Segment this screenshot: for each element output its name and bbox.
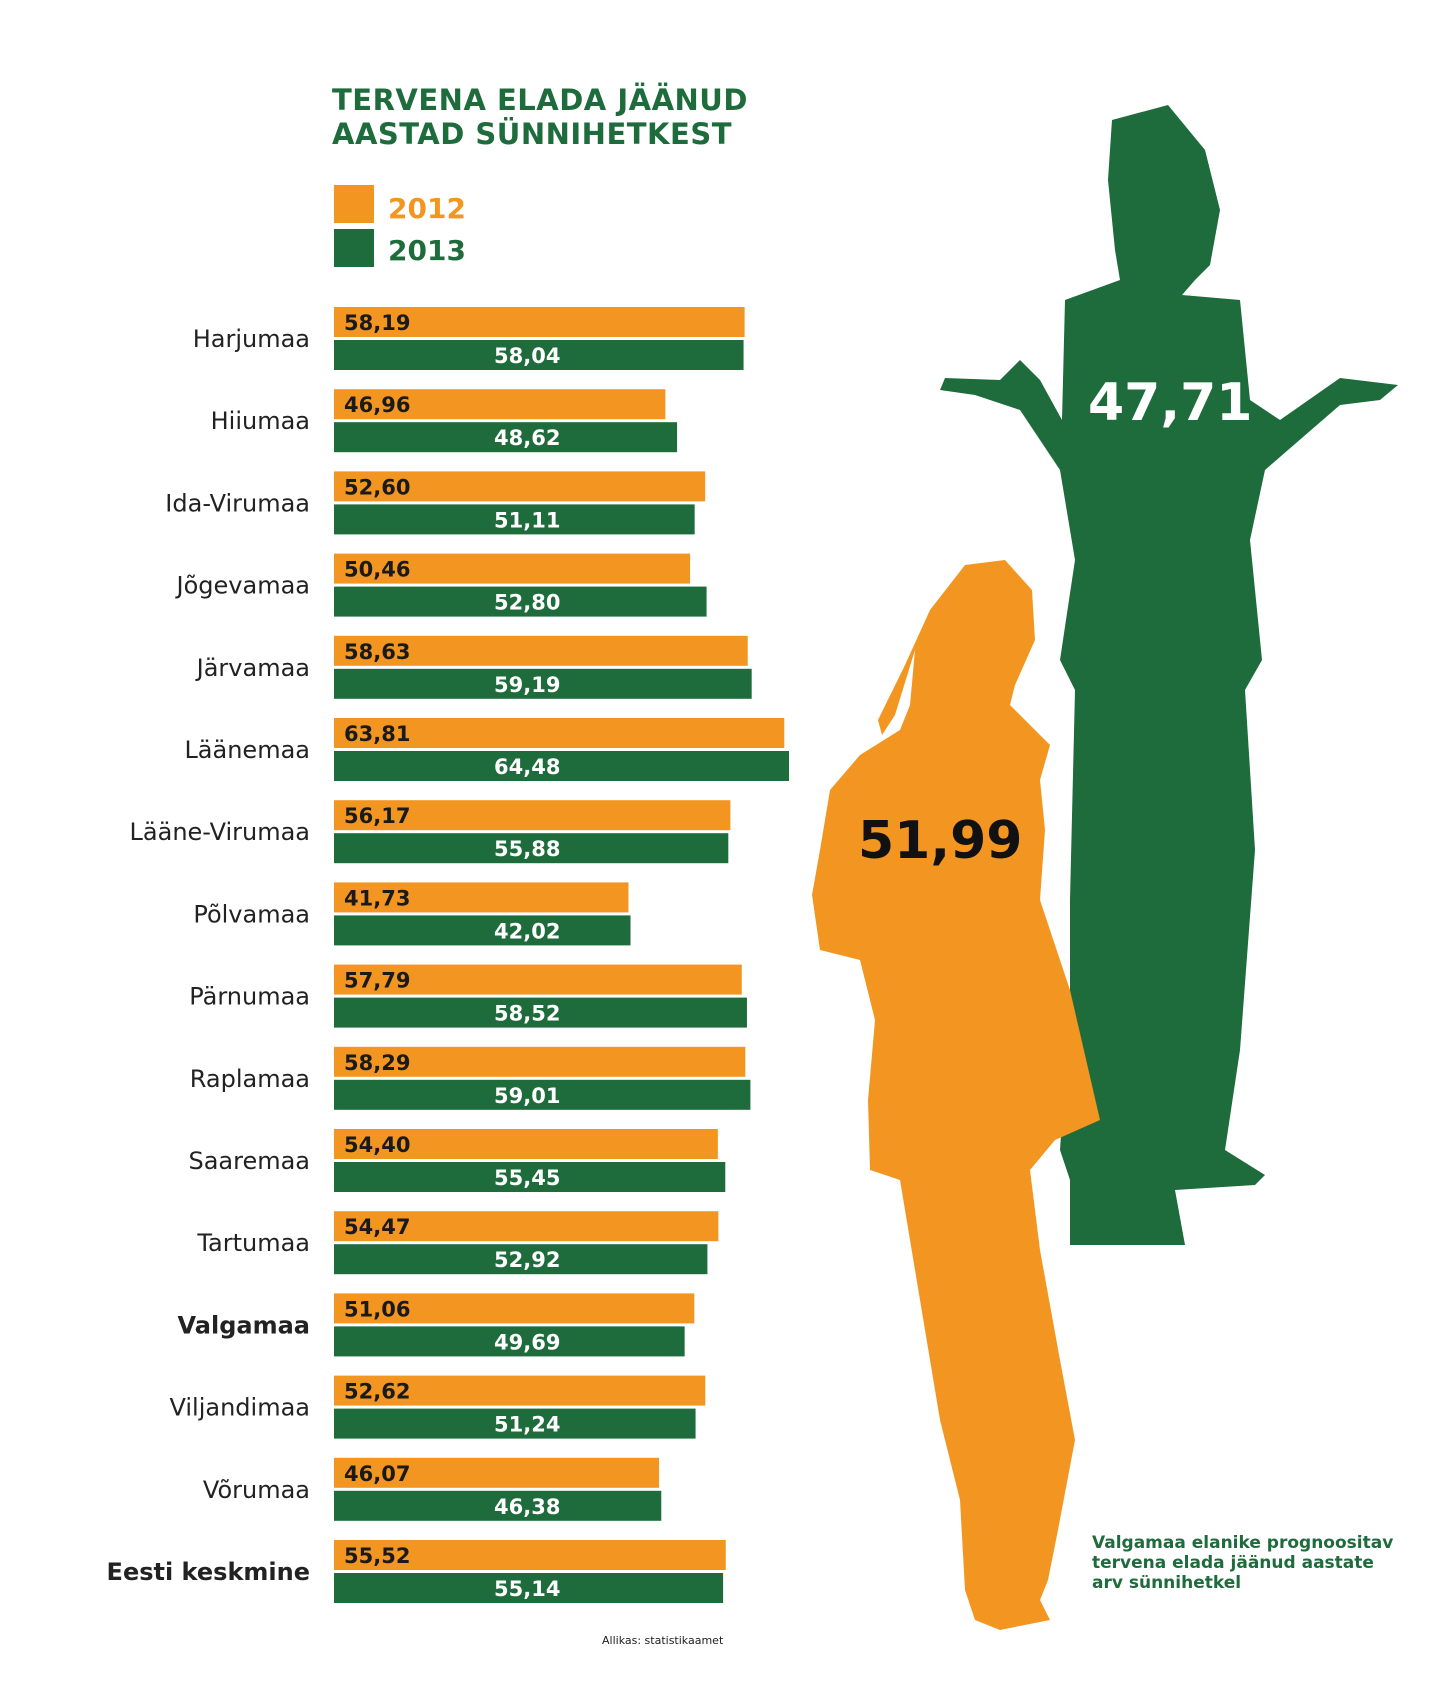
- chart-title-line-2: AASTAD SÜNNIHETKEST: [332, 117, 732, 151]
- bar-2013-lääne-virumaa: [334, 833, 729, 864]
- bar-2013-läänemaa: [334, 751, 789, 781]
- bar-2012-saaremaa: [334, 1129, 718, 1159]
- value-label-2013-tartumaa: 52,92: [494, 1248, 560, 1272]
- value-label-2013-võrumaa: 46,38: [494, 1495, 560, 1519]
- bar-2013-valgamaa: [334, 1326, 685, 1357]
- legend-swatch-2012: [334, 185, 374, 223]
- value-label-2013-hiiumaa: 48,62: [494, 426, 560, 450]
- bar-2013-põlvamaa: [334, 915, 631, 946]
- male-silhouette-figure: [940, 105, 1398, 1245]
- bar-2013-tartumaa: [334, 1244, 708, 1275]
- value-label-2012-võrumaa: 46,07: [344, 1462, 410, 1486]
- bar-2013-eesti-keskmine: [334, 1573, 724, 1603]
- category-label-ida-virumaa: Ida-Virumaa: [165, 489, 310, 517]
- value-label-2012-viljandimaa: 52,62: [344, 1380, 410, 1404]
- value-label-2013-pärnumaa: 58,52: [494, 1002, 560, 1026]
- value-label-2013-lääne-virumaa: 55,88: [494, 837, 560, 861]
- bar-2012-raplamaa: [334, 1046, 746, 1077]
- legend-swatch-2013: [334, 229, 374, 267]
- category-label-eesti-keskmine: Eesti keskmine: [107, 1558, 310, 1586]
- value-label-2013-viljandimaa: 51,24: [494, 1413, 560, 1437]
- bar-2013-järvamaa: [334, 668, 752, 699]
- bar-2013-raplamaa: [334, 1079, 751, 1110]
- value-label-2013-jõgevamaa: 52,80: [494, 591, 560, 615]
- value-label-2012-läänemaa: 63,81: [344, 722, 410, 746]
- bar-2012-harjumaa: [334, 307, 745, 337]
- note-line-1: Valgamaa elanike prognoositav: [1092, 1533, 1393, 1553]
- bar-2013-pärnumaa: [334, 997, 747, 1028]
- bar-2012-pärnumaa: [334, 964, 742, 995]
- category-label-valgamaa: Valgamaa: [178, 1311, 310, 1339]
- value-label-2012-eesti-keskmine: 55,52: [344, 1544, 410, 1568]
- value-label-2013-ida-virumaa: 51,11: [494, 508, 560, 532]
- legend: 2012 2013: [334, 185, 466, 267]
- bar-2013-harjumaa: [334, 340, 744, 370]
- bar-2013-võrumaa: [334, 1490, 662, 1521]
- source-credit: Allikas: statistikaamet: [602, 1634, 724, 1647]
- value-label-2013-eesti-keskmine: 55,14: [494, 1577, 560, 1601]
- male-figure-value: 47,71: [1088, 373, 1252, 433]
- value-label-2012-jõgevamaa: 50,46: [344, 558, 410, 582]
- value-label-2012-põlvamaa: 41,73: [344, 886, 410, 910]
- value-label-2012-harjumaa: 58,19: [344, 311, 410, 335]
- value-label-2013-valgamaa: 49,69: [494, 1330, 560, 1354]
- value-label-2013-järvamaa: 59,19: [494, 673, 560, 697]
- category-label-lääne-virumaa: Lääne-Virumaa: [130, 818, 310, 846]
- category-label-läänemaa: Läänemaa: [184, 736, 310, 764]
- bar-chart-plot: Harjumaa 58,19 58,04 Hiiumaa 46,96 48,62 Ida-V…: [107, 307, 789, 1603]
- bar-2012-jõgevamaa: [334, 553, 691, 584]
- value-label-2013-harjumaa: 58,04: [494, 344, 560, 368]
- category-label-pärnumaa: Pärnumaa: [189, 983, 310, 1011]
- value-label-2013-põlvamaa: 42,02: [494, 919, 560, 943]
- category-label-hiiumaa: Hiiumaa: [211, 407, 310, 435]
- category-label-jõgevamaa: Jõgevamaa: [175, 572, 310, 600]
- female-figure-value: 51,99: [858, 811, 1022, 871]
- category-label-raplamaa: Raplamaa: [190, 1065, 310, 1093]
- female-silhouette-figure: [812, 560, 1100, 1630]
- value-label-2012-lääne-virumaa: 56,17: [344, 804, 410, 828]
- bar-2013-saaremaa: [334, 1162, 726, 1192]
- value-label-2012-valgamaa: 51,06: [344, 1297, 410, 1321]
- value-label-2012-raplamaa: 58,29: [344, 1051, 410, 1075]
- bar-2013-ida-virumaa: [334, 504, 695, 535]
- category-label-tartumaa: Tartumaa: [196, 1229, 310, 1257]
- legend-label-2012: 2012: [388, 192, 466, 225]
- legend-label-2013: 2013: [388, 234, 466, 267]
- bar-2013-jõgevamaa: [334, 586, 707, 617]
- value-label-2012-ida-virumaa: 52,60: [344, 475, 410, 499]
- bar-2012-ida-virumaa: [334, 471, 706, 502]
- bar-2012-läänemaa: [334, 718, 785, 748]
- category-label-põlvamaa: Põlvamaa: [193, 900, 310, 928]
- bar-2012-järvamaa: [334, 635, 748, 666]
- value-label-2012-saaremaa: 54,40: [344, 1133, 410, 1157]
- category-label-saaremaa: Saaremaa: [188, 1147, 310, 1175]
- chart-title-line-1: TERVENA ELADA JÄÄNUD: [332, 83, 748, 117]
- bar-2012-eesti-keskmine: [334, 1540, 726, 1570]
- bar-2012-põlvamaa: [334, 882, 629, 913]
- category-label-viljandimaa: Viljandimaa: [169, 1394, 310, 1422]
- category-label-võrumaa: Võrumaa: [203, 1476, 310, 1504]
- bar-2013-viljandimaa: [334, 1408, 696, 1439]
- category-label-harjumaa: Harjumaa: [193, 325, 310, 353]
- value-label-2012-hiiumaa: 46,96: [344, 393, 410, 417]
- value-label-2012-pärnumaa: 57,79: [344, 969, 410, 993]
- category-label-järvamaa: Järvamaa: [195, 654, 310, 682]
- note-line-2: tervena elada jäänud aastate: [1092, 1553, 1374, 1573]
- bar-2012-lääne-virumaa: [334, 800, 731, 831]
- value-label-2012-tartumaa: 54,47: [344, 1215, 410, 1239]
- value-label-2013-saaremaa: 55,45: [494, 1166, 560, 1190]
- bar-2012-valgamaa: [334, 1293, 695, 1324]
- bar-2012-võrumaa: [334, 1457, 660, 1488]
- bar-2012-viljandimaa: [334, 1375, 706, 1406]
- bar-2013-hiiumaa: [334, 422, 678, 453]
- value-label-2012-järvamaa: 58,63: [344, 640, 410, 664]
- note-line-3: arv sünnihetkel: [1092, 1573, 1241, 1593]
- value-label-2013-raplamaa: 59,01: [494, 1084, 560, 1108]
- bar-2012-hiiumaa: [334, 389, 666, 420]
- bar-2012-tartumaa: [334, 1211, 719, 1242]
- value-label-2013-läänemaa: 64,48: [494, 755, 560, 779]
